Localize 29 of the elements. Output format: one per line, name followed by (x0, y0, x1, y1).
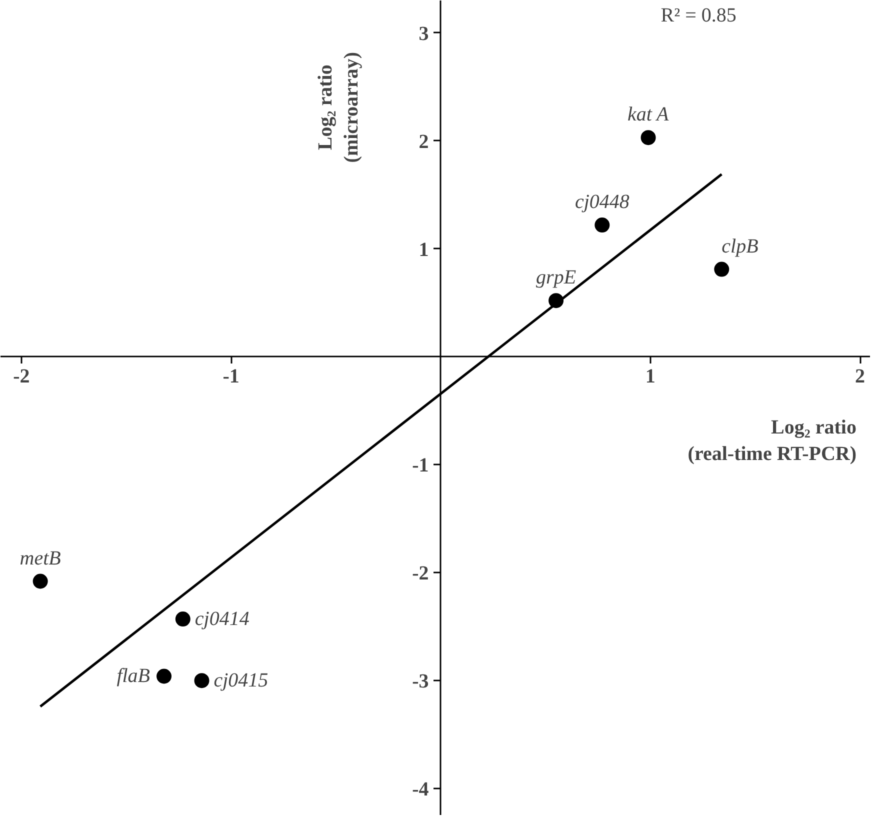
annotation: R² = 0.85 (660, 4, 736, 26)
y-tick-label: 3 (418, 22, 429, 45)
annotation: cj0414 (194, 608, 250, 630)
point (194, 673, 210, 688)
annotation: grpE (536, 266, 576, 289)
point (640, 130, 656, 146)
y-tick-label: -4 (412, 778, 429, 801)
annotation: kat A (627, 104, 670, 126)
x-tick-label: -1 (222, 366, 240, 388)
x-axis-title: Log₂ ratio (real-time RT-PCR) (688, 416, 857, 466)
annotation: cj0415 (214, 670, 268, 692)
annotation: metB (20, 547, 61, 570)
y-tick-label: 2 (418, 130, 429, 153)
y-tick-label: -2 (412, 562, 429, 585)
y-tick-label: -1 (412, 454, 429, 477)
point (32, 574, 48, 589)
y-axis-title: Log₂ ratio (microarray) (314, 52, 363, 163)
point (594, 218, 610, 233)
point (156, 668, 172, 684)
y-tick-label: 1 (418, 238, 429, 261)
point (175, 612, 190, 627)
y-tick-label: -3 (412, 670, 429, 693)
x-tick-label: -2 (13, 366, 30, 388)
x-tick-label: 1 (645, 366, 656, 388)
point (714, 262, 730, 277)
annotation: clpB (722, 235, 758, 258)
annotation: flaB (116, 665, 150, 688)
x-tick-label: 2 (855, 366, 866, 388)
annotation: cj0448 (574, 191, 630, 214)
